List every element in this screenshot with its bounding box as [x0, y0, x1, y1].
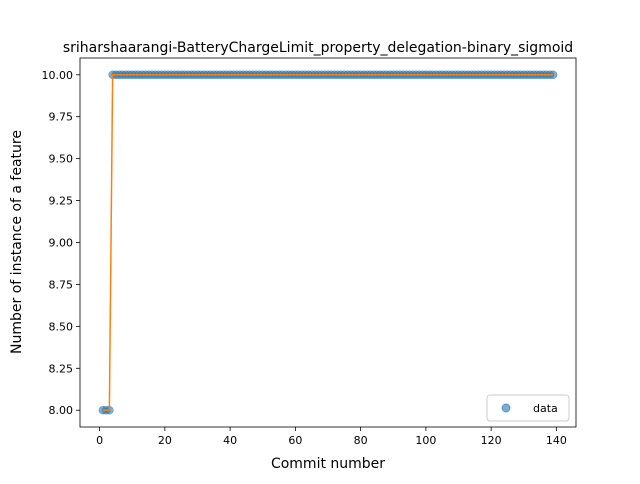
y-axis-label: Number of instance of a feature — [9, 130, 25, 354]
y-tick-label: 9.75 — [49, 111, 74, 124]
x-tick-label: 120 — [481, 434, 502, 447]
y-tick-label: 8.75 — [49, 278, 74, 291]
y-tick-label: 9.50 — [49, 153, 74, 166]
axes-frame — [79, 57, 577, 428]
x-tick-label: 140 — [546, 434, 567, 447]
x-tick-label: 40 — [223, 434, 237, 447]
plot-area: 0 20 40 60 80 100 120 140 8.00 8.25 8.50 8.75 9.00 9.… — [42, 57, 577, 447]
y-tick-label: 8.00 — [49, 404, 74, 417]
legend: data — [486, 394, 570, 422]
y-tick-label: 10.00 — [42, 69, 74, 82]
fit-line — [102, 74, 554, 411]
x-tick-label: 100 — [415, 434, 436, 447]
x-tick-label: 80 — [354, 434, 368, 447]
y-tick-label: 8.50 — [49, 320, 74, 333]
legend-label: data — [533, 402, 558, 415]
y-tick-label: 9.00 — [49, 237, 74, 250]
legend-box — [486, 394, 570, 422]
x-tick-label: 60 — [288, 434, 302, 447]
chart-title: sriharshaarangi-BatteryChargeLimit_prope… — [63, 40, 573, 56]
y-tick-label: 8.25 — [49, 362, 74, 375]
y-tick-label: 9.25 — [49, 195, 74, 208]
x-tick-label: 20 — [158, 434, 172, 447]
legend-marker — [501, 403, 511, 413]
x-tick-label: 0 — [96, 434, 103, 447]
x-axis-label: Commit number — [271, 456, 385, 472]
